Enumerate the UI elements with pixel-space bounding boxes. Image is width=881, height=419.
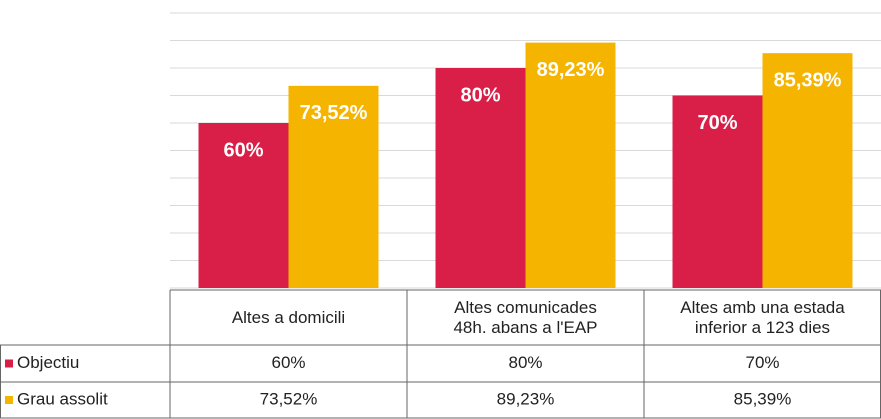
data-label: 70% (697, 112, 737, 134)
x-tick-label: Altes amb una estada inferior a 123 dies (680, 297, 845, 337)
table-cell: 85,39% (734, 389, 792, 408)
data-label: 80% (460, 84, 500, 106)
legend-swatch (5, 396, 13, 404)
bar (435, 68, 526, 288)
table-cell: 60% (271, 353, 305, 372)
bar (288, 85, 379, 288)
data-label: 73,52% (300, 102, 368, 124)
data-label: 89,23% (537, 59, 605, 81)
legend-label: Objectiu (17, 353, 79, 372)
x-tick-label: Altes comunicades 48h. abans a l'EAP (453, 297, 598, 337)
data-label: 60% (223, 139, 263, 161)
table-cell: 73,52% (260, 389, 318, 408)
legend-label: Grau assolit (17, 389, 108, 408)
bar (672, 95, 763, 288)
bar (762, 53, 853, 288)
legend-swatch (5, 359, 13, 368)
table-cell: 70% (745, 353, 779, 372)
data-label: 85,39% (774, 69, 842, 91)
bar (198, 123, 289, 288)
table-cell: 80% (508, 353, 542, 372)
bar (525, 42, 616, 289)
table-cell: 89,23% (497, 389, 555, 408)
x-tick-label: Altes a domicili (231, 307, 346, 327)
